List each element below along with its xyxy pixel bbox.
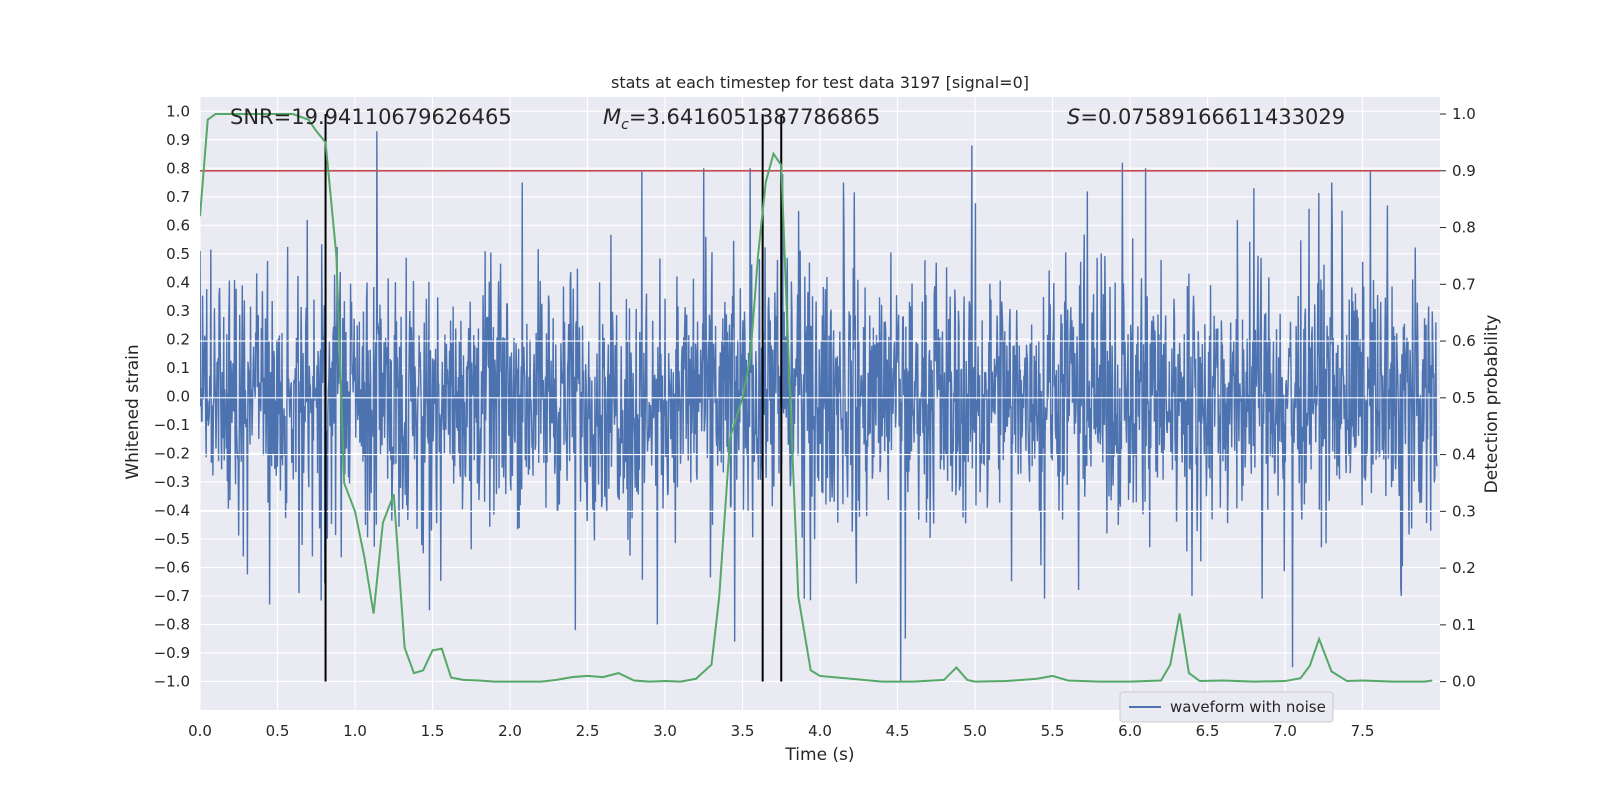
y-tick-label: −0.1 [154,416,190,434]
y-tick-label: 0.5 [166,245,190,263]
y2-tick-label: 0.0 [1452,673,1476,691]
chirp-mass-annotation: Mc=3.6416051387786865 [603,105,880,133]
probability-series [200,113,1433,683]
y-tick-label: −0.3 [154,473,190,491]
x-tick-label: 2.0 [498,722,522,740]
x-tick-label: 6.0 [1118,722,1142,740]
y-tick-label: 0.3 [166,302,190,320]
y2-tick-labels: 1.0 0.9 0.8 0.7 0.6 0.5 0.4 0.3 0.2 0.1 0.0 [1440,105,1476,691]
y2-axis-label: Detection probability [1482,315,1502,494]
y2-tick-label: 0.5 [1452,389,1476,407]
legend-box [1119,691,1334,723]
chart-title: stats at each timestep for test data 319… [611,73,1029,92]
y2-tick-label: 0.2 [1452,559,1476,577]
s-annotation: S=0.07589166611433029 [1067,105,1345,129]
x-tick-label: 5.0 [963,722,987,740]
legend: waveform with noise [1119,691,1334,723]
x-tick-label: 2.5 [576,722,600,740]
x-tick-label: 1.5 [421,722,445,740]
y-tick-label: 0.4 [166,273,190,291]
mc-symbol: M [603,105,621,129]
overlay-lines [200,114,1440,682]
y-tick-label: −0.9 [154,644,190,662]
probability-line [200,113,1433,683]
mc-value: =3.6416051387786865 [629,105,880,129]
x-tick-label: 1.0 [343,722,367,740]
y-tick-label: −1.0 [154,672,190,690]
strain-line [200,131,1438,682]
y-tick-label: 0.0 [166,387,190,405]
snr-annotation: SNR=19.94110679626465 [230,105,512,129]
x-tick-label: 7.0 [1273,722,1297,740]
mc-subscript: c [621,117,629,133]
y2-tick-label: 1.0 [1452,105,1476,123]
y-axis-label: Whitened strain [123,344,143,479]
y2-tick-label: 0.8 [1452,219,1476,237]
x-tick-label: 7.5 [1351,722,1375,740]
y-tick-label: 1.0 [166,102,190,120]
x-tick-label: 4.0 [808,722,832,740]
y-tick-label: 0.1 [166,359,190,377]
x-tick-labels: 0.0 0.5 1.0 1.5 2.0 2.5 3.0 3.5 4.0 4.5 5.0 5.5 6.0 6… [188,722,1374,740]
y2-tick-label: 0.4 [1452,446,1476,464]
x-tick-label: 6.5 [1196,722,1220,740]
y-tick-label: −0.7 [154,587,190,605]
s-value: =0.07589166611433029 [1080,105,1345,129]
x-tick-label: 5.5 [1041,722,1065,740]
strain-series [200,131,1438,682]
y-tick-label: −0.6 [154,558,190,576]
y2-tick-label: 0.1 [1452,616,1476,634]
x-axis-label: Time (s) [784,745,854,765]
y-tick-label: 0.8 [166,159,190,177]
y2-tick-label: 0.6 [1452,332,1476,350]
s-symbol: S [1067,105,1080,129]
y-tick-label: 0.7 [166,188,190,206]
y-tick-label: −0.8 [154,615,190,633]
y2-tick-label: 0.7 [1452,275,1476,293]
y-tick-label: 0.6 [166,216,190,234]
x-tick-label: 3.5 [731,722,755,740]
x-tick-label: 0.0 [188,722,212,740]
y-tick-label: 0.2 [166,330,190,348]
x-tick-label: 3.0 [653,722,677,740]
legend-label: waveform with noise [1170,698,1326,716]
y-tick-label: −0.2 [154,444,190,462]
y-tick-label: −0.5 [154,530,190,548]
y-tick-label: 0.9 [166,131,190,149]
x-tick-label: 0.5 [266,722,290,740]
y-tick-label: −0.4 [154,501,190,519]
y2-tick-label: 0.9 [1452,162,1476,180]
y-tick-labels: 1.0 0.9 0.8 0.7 0.6 0.5 0.4 0.3 0.2 0.1 0.0 −0.1 −0.… [154,102,190,690]
x-tick-label: 4.5 [886,722,910,740]
y2-tick-label: 0.3 [1452,502,1476,520]
